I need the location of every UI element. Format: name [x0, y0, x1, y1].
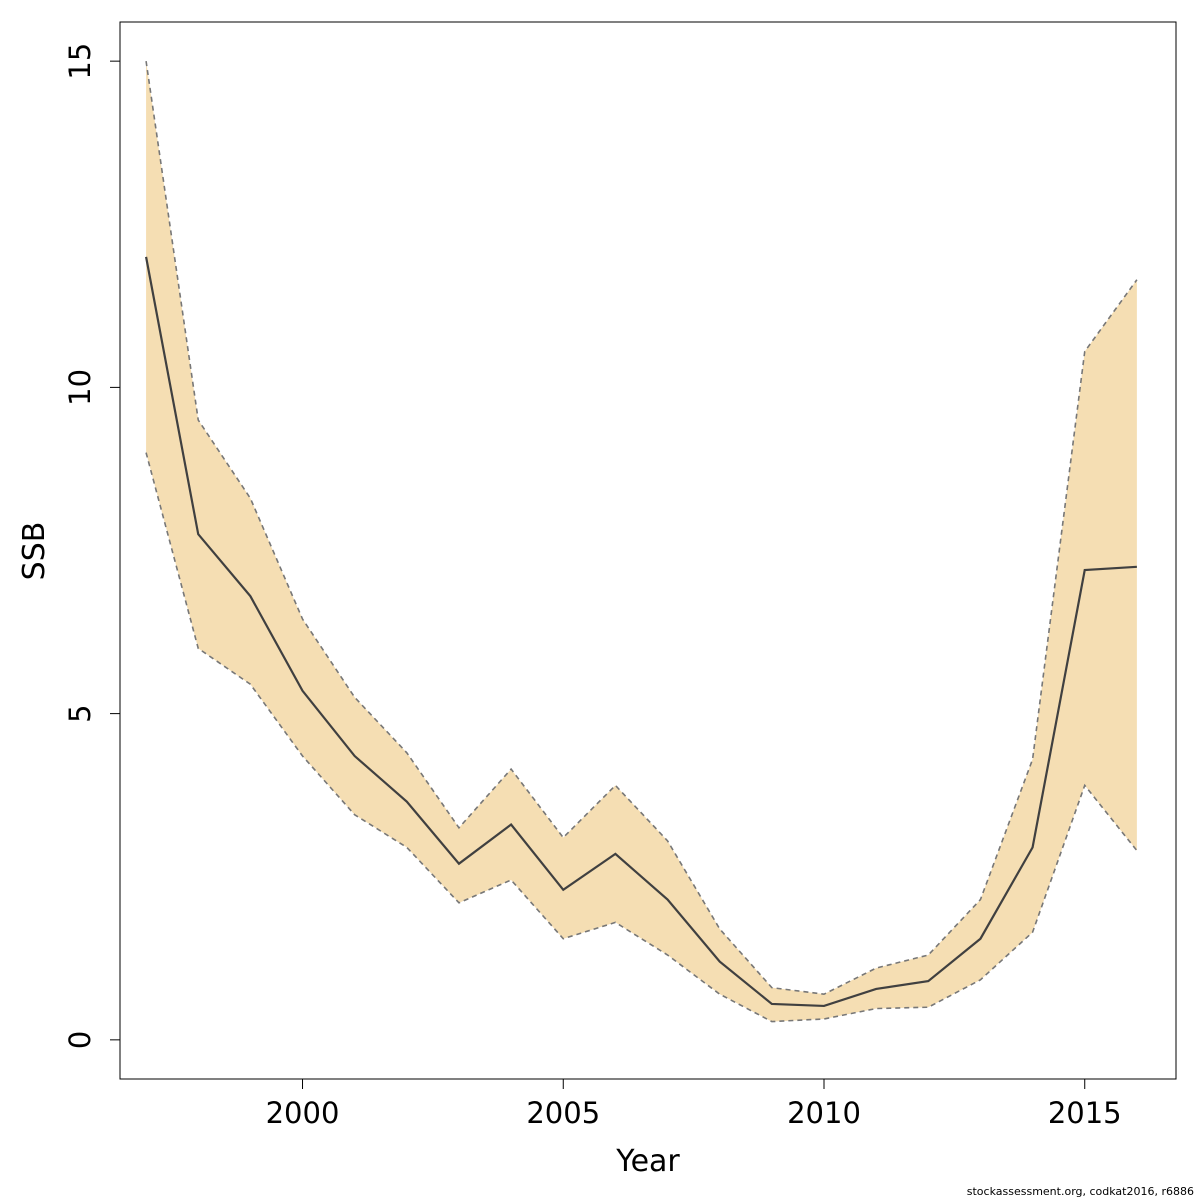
confidence-band	[146, 61, 1137, 1022]
x-tick-label: 2005	[526, 1096, 600, 1130]
x-tick-label: 2015	[1048, 1096, 1122, 1130]
y-tick-label: 15	[63, 43, 97, 80]
x-axis-title: Year	[615, 1144, 680, 1179]
y-axis: 0 5 10 15	[63, 43, 121, 1049]
y-tick-label: 10	[63, 369, 97, 406]
ssb-estimate-line	[144, 256, 1137, 1008]
x-tick-label: 2010	[787, 1096, 861, 1130]
y-tick-label: 5	[63, 704, 97, 722]
lower-bound-line	[145, 452, 1138, 1023]
x-axis: 2000 2005 2010 2015	[266, 1078, 1122, 1130]
y-tick-label: 0	[63, 1031, 97, 1049]
x-tick-label: 2000	[266, 1096, 340, 1130]
y-axis-title: SSB	[17, 522, 52, 581]
plot-area	[144, 61, 1138, 1023]
footer-credit: stockassessment.org, codkat2016, r6886	[966, 1185, 1194, 1198]
upper-bound-line	[145, 61, 1138, 996]
